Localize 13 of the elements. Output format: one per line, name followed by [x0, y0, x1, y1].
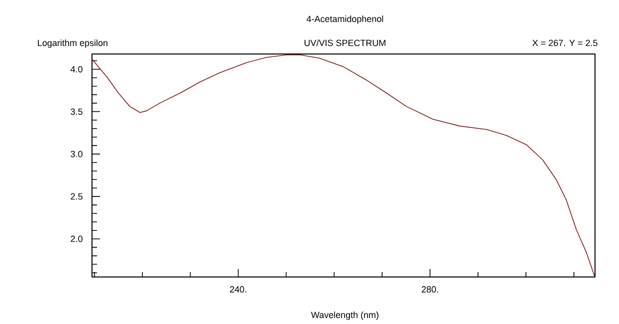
- text: X = 267. Y = 2.5: [532, 40, 598, 46]
- y-tick-label: 2.5: [70, 193, 82, 200]
- x-tick-label: 280.: [422, 286, 438, 293]
- chart-title: 4-Acetamidophenol: [306, 16, 384, 24]
- x-axis-title: Wavelength (nm): [311, 312, 378, 320]
- y-tick-label: 3.0: [70, 150, 82, 158]
- y-tick-label: 3.5: [70, 108, 82, 115]
- y-axis-title: Logarithm epsilon: [38, 40, 108, 48]
- line-series: [92, 54, 595, 277]
- chart-subtitle: UV/VIS SPECTRUM: [304, 40, 386, 46]
- x-tick-label: 240.: [230, 286, 246, 293]
- y-tick-label: 2.0: [70, 236, 82, 242]
- y-tick-label: 4.0: [70, 66, 82, 72]
